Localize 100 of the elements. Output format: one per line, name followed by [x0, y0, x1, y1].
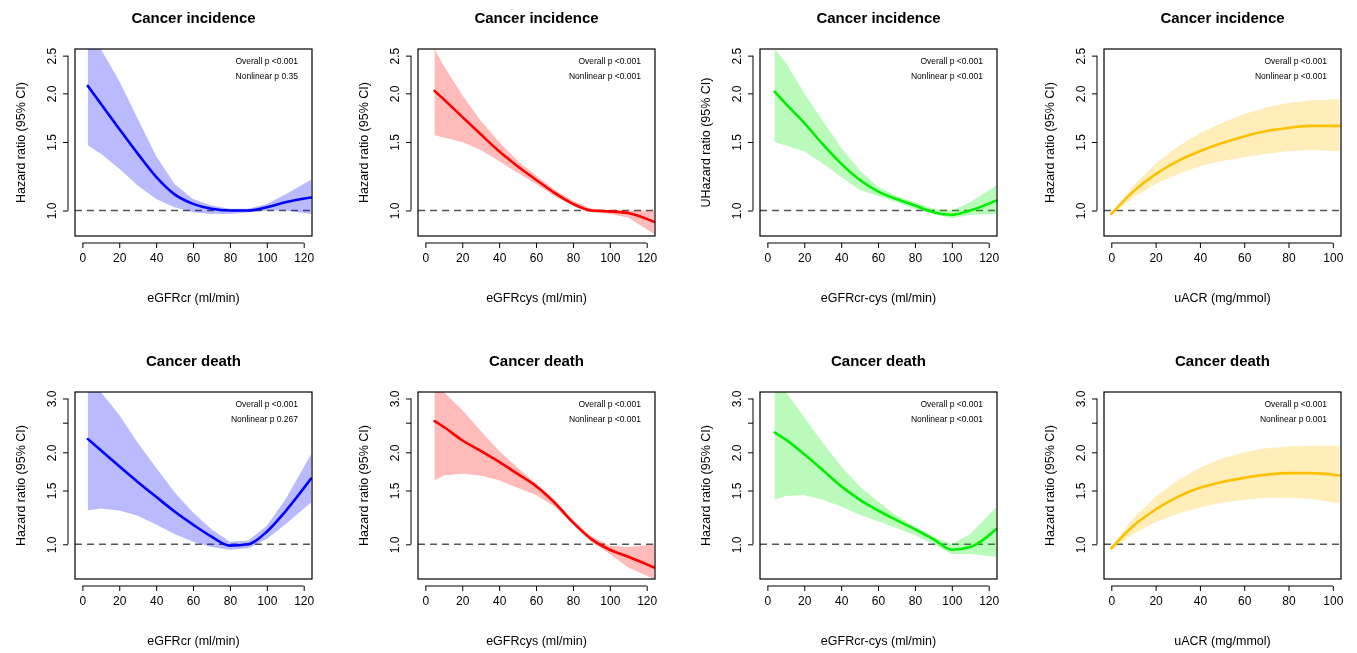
x-tick-label: 100	[600, 594, 621, 609]
x-tick-label: 40	[834, 251, 849, 266]
y-axis-title: Hazard ratio (95% CI)	[357, 425, 371, 546]
x-axis-title: eGFRcys (ml/min)	[486, 291, 587, 305]
x-tick-label: 20	[798, 251, 812, 266]
x-axis-title: eGFRcr-cys (ml/min)	[820, 291, 937, 305]
x-axis-title: eGFRcys (ml/min)	[486, 634, 587, 648]
x-tick-label: 60	[529, 594, 544, 609]
y-tick-label: 2.0	[1074, 444, 1089, 462]
x-tick-label: 100	[942, 594, 963, 609]
line-series	[86, 437, 312, 547]
x-tick-label: 80	[908, 251, 923, 266]
x-tick-label: 20	[113, 251, 127, 266]
x-tick-label: 60	[1238, 251, 1252, 266]
y-tick-label: 2.0	[1074, 85, 1089, 103]
annotation: Overall p <0.001	[1264, 399, 1328, 409]
x-tick-label: 60	[529, 251, 544, 266]
line-series	[1110, 471, 1341, 550]
annotation: Nonlinear p <0.001	[1254, 71, 1328, 81]
y-tick-label: 1.5	[45, 482, 60, 500]
x-tick-label: 40	[149, 594, 164, 609]
y-tick-label: 1.5	[388, 133, 403, 151]
x-tick-label: 0	[79, 251, 87, 266]
y-tick-label: 1.0	[730, 202, 745, 220]
chart-title: Cancer death	[1174, 352, 1271, 369]
x-tick-label: 100	[942, 251, 963, 266]
x-axis-title: uACR (mg/mmol)	[1174, 634, 1271, 648]
annotation: Overall p <0.001	[920, 56, 984, 66]
annotation: Overall p <0.001	[1264, 56, 1328, 66]
x-tick-label: 80	[566, 594, 581, 609]
y-tick-label: 2.5	[1074, 47, 1089, 65]
x-tick-label: 60	[186, 594, 201, 609]
y-tick-label: 3.0	[388, 390, 403, 408]
x-tick-label: 100	[1323, 251, 1344, 266]
annotation: Overall p <0.001	[578, 399, 642, 409]
y-axis-title: Hazard ratio (95% CI)	[14, 82, 28, 203]
x-tick-label: 120	[637, 594, 658, 609]
y-tick-label: 1.5	[1074, 482, 1089, 500]
x-tick-label: 120	[294, 594, 315, 609]
x-tick-label: 40	[1193, 594, 1208, 609]
chart-title: Cancer death	[145, 352, 242, 369]
y-tick-label: 1.0	[1074, 536, 1089, 554]
x-tick-label: 40	[492, 251, 507, 266]
y-tick-label: 1.0	[45, 202, 60, 220]
annotation: Nonlinear p <0.001	[568, 414, 642, 424]
x-tick-label: 0	[79, 594, 87, 609]
x-tick-label: 40	[149, 251, 164, 266]
x-tick-label: 80	[566, 251, 581, 266]
y-tick-label: 1.0	[1074, 202, 1089, 220]
chart-title: Cancer incidence	[816, 9, 941, 26]
y-tick-label: 1.5	[388, 482, 403, 500]
x-tick-label: 60	[186, 251, 201, 266]
x-tick-label: 20	[456, 251, 470, 266]
x-axis-title: eGFRcr-cys (ml/min)	[820, 634, 937, 648]
annotation: Nonlinear p 0.267	[230, 414, 299, 424]
x-tick-label: 60	[1238, 594, 1252, 609]
line-series	[773, 431, 997, 552]
x-tick-label: 0	[764, 251, 772, 266]
y-axis-title: Hazard ratio (95% CI)	[357, 82, 371, 203]
y-tick-label: 3.0	[45, 390, 60, 408]
y-tick-label: 2.5	[730, 47, 745, 65]
line-series	[86, 84, 312, 212]
y-tick-label: 2.0	[388, 444, 403, 462]
y-tick-label: 2.5	[388, 47, 403, 65]
chart-title: Cancer death	[488, 352, 585, 369]
x-tick-label: 120	[294, 251, 315, 266]
y-tick-label: 2.0	[730, 85, 745, 103]
x-tick-label: 20	[113, 594, 127, 609]
y-axis-title: UHazard ratio (95% CI)	[699, 77, 713, 208]
line-series	[433, 89, 655, 224]
chart-title: Cancer incidence	[1160, 9, 1285, 26]
y-axis-title: Hazard ratio (95% CI)	[1043, 82, 1057, 203]
x-tick-label: 0	[764, 594, 772, 609]
x-tick-label: 100	[257, 251, 278, 266]
annotation: Nonlinear p 0.35	[235, 71, 299, 81]
x-tick-label: 60	[871, 251, 886, 266]
x-axis-title: eGFRcr (ml/min)	[147, 634, 240, 648]
line-series	[1110, 124, 1341, 216]
y-tick-label: 1.0	[45, 536, 60, 554]
x-tick-label: 0	[1108, 594, 1116, 609]
x-tick-label: 80	[908, 594, 923, 609]
x-tick-label: 20	[1149, 594, 1164, 609]
annotation: Nonlinear p 0.001	[1259, 414, 1328, 424]
x-tick-label: 20	[798, 594, 812, 609]
x-tick-label: 100	[1323, 594, 1344, 609]
x-tick-label: 0	[1108, 251, 1116, 266]
x-tick-label: 20	[456, 594, 470, 609]
x-tick-label: 100	[600, 251, 621, 266]
y-tick-label: 2.0	[388, 85, 403, 103]
annotation: Overall p <0.001	[578, 56, 642, 66]
x-tick-label: 40	[1193, 251, 1208, 266]
line-series	[773, 90, 997, 217]
y-tick-label: 2.0	[730, 444, 745, 462]
annotation: Overall p <0.001	[235, 56, 299, 66]
y-tick-label: 1.5	[45, 133, 60, 151]
y-tick-label: 1.0	[388, 202, 403, 220]
x-tick-label: 40	[492, 594, 507, 609]
chart-title: Cancer incidence	[131, 9, 256, 26]
x-tick-label: 120	[637, 251, 658, 266]
x-axis-title: uACR (mg/mmol)	[1174, 291, 1271, 305]
